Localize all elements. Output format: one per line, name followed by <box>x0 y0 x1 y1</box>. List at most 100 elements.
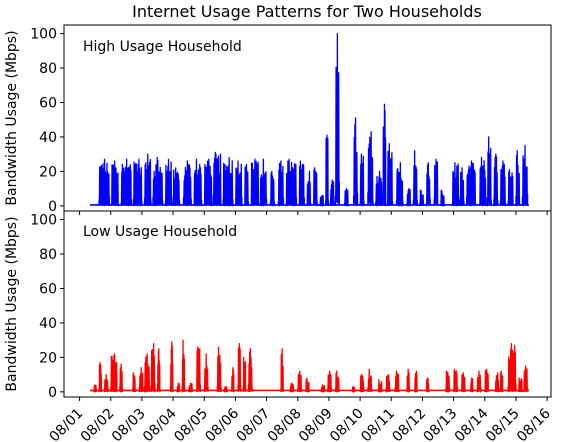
usage-burst <box>386 143 394 207</box>
usage-burst <box>234 160 243 207</box>
usage-burst <box>439 189 446 207</box>
usage-burst <box>132 372 137 393</box>
usage-burst <box>103 373 109 393</box>
usage-burst <box>351 386 356 393</box>
usage-burst <box>325 134 329 206</box>
usage-burst <box>203 158 213 207</box>
usage-burst <box>193 158 203 207</box>
usage-burst <box>476 370 482 393</box>
usage-burst <box>98 361 103 393</box>
usage-burst <box>110 353 118 393</box>
usage-burst <box>250 158 260 207</box>
usage-burst <box>285 158 298 207</box>
usage-burst <box>419 189 425 207</box>
usage-burst <box>367 131 374 207</box>
usage-burst <box>465 160 477 207</box>
usage-burst <box>460 372 466 393</box>
usage-burst <box>326 370 333 393</box>
usage-burst <box>499 370 504 393</box>
y-tick-label: 100 <box>30 27 57 43</box>
usage-burst <box>521 144 529 207</box>
panel-low-usage: 0 20 40 60 80 100 Low Usage Household Bandwid… <box>4 210 552 401</box>
usage-burst <box>494 372 500 393</box>
usage-burst <box>517 377 524 393</box>
usage-burst <box>247 348 253 393</box>
usage-burst <box>93 384 98 393</box>
usage-burst <box>499 160 507 207</box>
usage-burst <box>306 170 312 207</box>
usage-burst <box>352 117 359 207</box>
usage-burst <box>110 160 120 207</box>
series-high-usage <box>89 32 529 207</box>
usage-burst <box>406 187 412 207</box>
y-tick-label: 40 <box>39 130 57 146</box>
usage-burst <box>182 160 192 207</box>
usage-burst <box>222 156 234 207</box>
usage-burst <box>280 348 285 392</box>
usage-burst <box>515 150 521 207</box>
usage-burst <box>289 382 295 393</box>
usage-burst <box>223 386 229 393</box>
usage-burst <box>143 153 152 207</box>
y-tick-label: 40 <box>39 316 57 332</box>
y-tick-label: 60 <box>39 96 57 112</box>
y-tick-label: 0 <box>48 199 57 215</box>
usage-burst <box>259 158 268 207</box>
usage-burst <box>523 365 529 393</box>
usage-burst <box>138 367 144 393</box>
usage-burst <box>297 370 303 393</box>
y-tick-label: 80 <box>39 61 57 77</box>
usage-burst <box>359 373 365 393</box>
usage-burst <box>164 158 173 207</box>
y-tick-label: 60 <box>39 282 57 298</box>
y-tick-label: 20 <box>39 164 57 180</box>
usage-burst <box>359 153 365 207</box>
usage-burst <box>195 346 202 393</box>
usage-burst <box>269 170 276 207</box>
usage-burst <box>237 342 242 392</box>
y-tick-label: 0 <box>48 385 57 401</box>
usage-burst <box>459 167 465 207</box>
usage-burst <box>493 153 499 207</box>
usage-burst <box>319 194 325 207</box>
usage-burst <box>176 382 181 393</box>
y-axis-low-usage: 0 20 40 60 80 100 <box>30 213 64 401</box>
usage-burst <box>385 373 391 393</box>
usage-burst <box>277 160 285 207</box>
usage-burst <box>425 162 431 207</box>
usage-burst <box>181 339 186 393</box>
usage-burst <box>169 341 174 393</box>
usage-burst <box>484 368 490 393</box>
usage-burst <box>452 368 459 393</box>
usage-burst <box>507 342 517 393</box>
usage-burst <box>203 353 209 392</box>
annotation-high-usage: High Usage Household <box>83 39 242 55</box>
usage-burst <box>451 162 460 207</box>
usage-burst <box>216 346 222 393</box>
figure-title: Internet Usage Patterns for Two Househol… <box>132 2 482 21</box>
usage-burst <box>152 156 164 207</box>
usage-burst <box>413 370 418 393</box>
usage-burst <box>242 356 247 392</box>
usage-burst <box>119 363 124 393</box>
usage-burst <box>382 103 387 207</box>
usage-burst <box>98 158 111 207</box>
usage-burst <box>156 348 161 393</box>
y-tick-label: 80 <box>39 247 57 263</box>
usage-burst <box>433 158 439 206</box>
usage-burst <box>150 342 156 393</box>
usage-burst <box>120 158 133 207</box>
usage-burst <box>377 379 383 393</box>
usage-burst <box>394 370 400 393</box>
usage-burst <box>445 370 451 393</box>
usage-burst <box>507 169 514 207</box>
usage-burst <box>320 384 326 393</box>
y-axis-label-low-usage: Bandwidth Usage (Mbps) <box>4 216 20 391</box>
y-tick-label: 100 <box>30 213 57 229</box>
series-low-usage <box>89 339 529 393</box>
annotation-low-usage: Low Usage Household <box>83 224 237 240</box>
y-axis-label-high-usage: Bandwidth Usage (Mbps) <box>4 30 20 205</box>
usage-burst <box>406 368 411 393</box>
usage-burst <box>375 170 383 207</box>
